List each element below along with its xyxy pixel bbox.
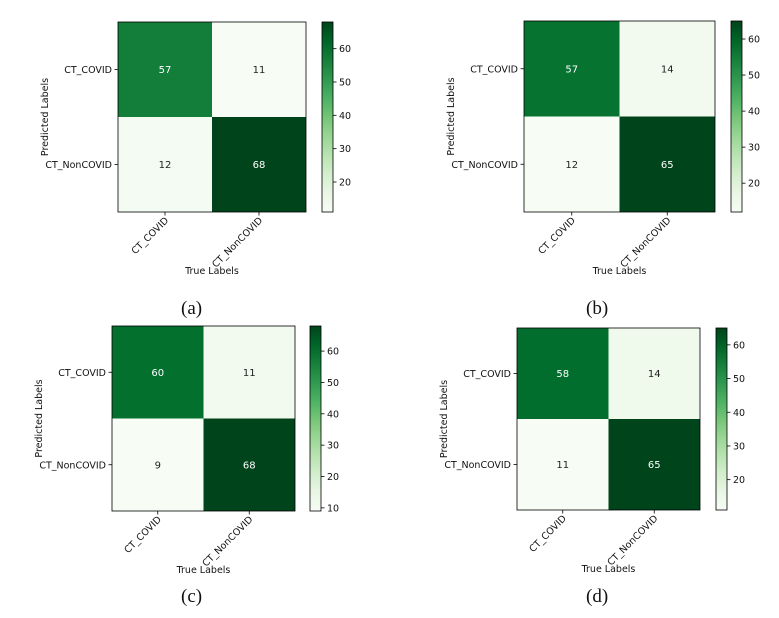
y-tick-label: CT_NonCOVID <box>45 160 112 171</box>
cell-value-0-0: 57 <box>159 65 172 76</box>
colorbar-tick-label: 50 <box>733 374 745 385</box>
colorbar-tick-label: 30 <box>339 144 351 155</box>
cell-value-0-0: 60 <box>151 368 164 379</box>
x-tick-label: CT_NonCOVID <box>210 215 265 270</box>
y-tick-label: CT_COVID <box>64 65 112 76</box>
colorbar-tick-label: 60 <box>339 44 351 55</box>
cell-1-1 <box>203 418 295 511</box>
cell-value-0-1: 11 <box>253 65 266 76</box>
confusion-matrix-a: 57 11 12 68 CT_COVID CT_NonCOVID CT_COVID CT_No… <box>40 21 351 277</box>
panel-caption-c: (c) <box>181 586 203 607</box>
cell-value-0-1: 11 <box>243 368 256 379</box>
colorbar-tick-label: 50 <box>339 78 351 89</box>
cell-0-1 <box>608 328 700 419</box>
colorbar-tick-label: 40 <box>733 408 745 419</box>
x-axis-label: True Labels <box>581 564 636 575</box>
cell-0-1 <box>203 326 295 419</box>
colorbar-tick-label: 20 <box>733 475 745 486</box>
colorbar-tick-label: 50 <box>327 378 339 389</box>
x-tick-label: CT_COVID <box>536 215 578 257</box>
cell-1-0 <box>517 419 609 510</box>
y-tick-label: CT_COVID <box>463 369 511 380</box>
cell-1-1 <box>212 117 306 212</box>
y-tick-label: CT_NonCOVID <box>451 160 518 171</box>
y-axis-label: Predicted Labels <box>446 77 457 155</box>
colorbar-tick-label: 20 <box>327 472 339 483</box>
cell-value-1-1: 65 <box>648 460 661 471</box>
x-tick-label: CT_NonCOVID <box>200 514 255 569</box>
cell-value-0-1: 14 <box>648 369 661 380</box>
x-axis-label: True Labels <box>176 565 231 576</box>
y-tick-label: CT_COVID <box>470 64 518 75</box>
cell-0-1 <box>619 21 715 117</box>
x-tick-label: CT_COVID <box>130 215 172 257</box>
colorbar-tick-label: 60 <box>733 340 745 351</box>
panel-caption-d: (d) <box>586 586 609 607</box>
cell-value-1-0: 11 <box>556 460 569 471</box>
panel-caption-a: (a) <box>181 298 203 319</box>
cell-value-1-1: 68 <box>243 460 256 471</box>
colorbar-tick-label: 60 <box>327 347 339 358</box>
y-tick-label: CT_NonCOVID <box>39 460 106 471</box>
y-tick-label: CT_COVID <box>58 368 106 379</box>
cell-0-0 <box>112 326 204 419</box>
colorbar-tick-label: 40 <box>748 107 760 118</box>
panel-caption-b: (b) <box>586 298 609 319</box>
y-axis-label: Predicted Labels <box>40 78 51 156</box>
cell-1-1 <box>619 116 715 212</box>
colorbar-tick-label: 20 <box>339 178 351 189</box>
x-axis-label: True Labels <box>592 266 647 277</box>
cell-value-1-0: 9 <box>155 460 161 471</box>
colorbar <box>309 325 322 512</box>
colorbar-tick-label: 30 <box>733 441 745 452</box>
plot-frame <box>516 327 701 511</box>
plot-frame <box>117 21 307 213</box>
x-tick-label: CT_NonCOVID <box>605 513 660 568</box>
cell-1-0 <box>524 116 620 212</box>
x-tick-label: CT_COVID <box>122 514 164 556</box>
x-axis-label: True Labels <box>184 266 239 277</box>
y-axis-label: Predicted Labels <box>34 379 45 457</box>
x-tick-label: CT_COVID <box>527 513 569 555</box>
x-tick-label: CT_NonCOVID <box>618 215 673 270</box>
cell-value-1-0: 12 <box>565 160 578 171</box>
confusion-matrix-b: 57 14 12 65 CT_COVID CT_NonCOVID CT_COVID CT_No… <box>446 20 760 277</box>
confusion-matrix-c: 60 11 9 68 CT_COVID CT_NonCOVID CT_COVID CT_Non… <box>34 325 339 576</box>
cell-value-1-0: 12 <box>159 160 172 171</box>
colorbar-tick-label: 30 <box>327 441 339 452</box>
cell-1-0 <box>118 117 212 212</box>
colorbar <box>730 20 743 213</box>
plot-frame <box>523 20 716 213</box>
confusion-matrix-d: 58 14 11 65 CT_COVID CT_NonCOVID CT_COVID CT_No… <box>439 327 745 575</box>
plot-frame <box>111 325 296 512</box>
y-tick-label: CT_NonCOVID <box>444 460 511 471</box>
colorbar-tick-label: 30 <box>748 143 760 154</box>
y-axis-label: Predicted Labels <box>439 380 450 458</box>
colorbar-tick-label: 40 <box>327 409 339 420</box>
cell-value-0-0: 58 <box>556 369 569 380</box>
colorbar-tick-label: 40 <box>339 111 351 122</box>
cell-0-1 <box>212 22 306 117</box>
colorbar-tick-label: 50 <box>748 71 760 82</box>
cell-value-0-0: 57 <box>565 64 578 75</box>
cell-0-0 <box>517 328 609 419</box>
cell-value-1-1: 65 <box>661 160 674 171</box>
colorbar-tick-label: 60 <box>748 35 760 46</box>
cell-1-0 <box>112 418 204 511</box>
cell-value-1-1: 68 <box>253 160 266 171</box>
cell-value-0-1: 14 <box>661 64 674 75</box>
colorbar <box>321 21 334 213</box>
colorbar <box>715 327 728 511</box>
colorbar-tick-label: 20 <box>748 179 760 190</box>
cell-1-1 <box>608 419 700 510</box>
cell-0-0 <box>524 21 620 117</box>
cell-0-0 <box>118 22 212 117</box>
colorbar-tick-label: 10 <box>327 503 339 514</box>
